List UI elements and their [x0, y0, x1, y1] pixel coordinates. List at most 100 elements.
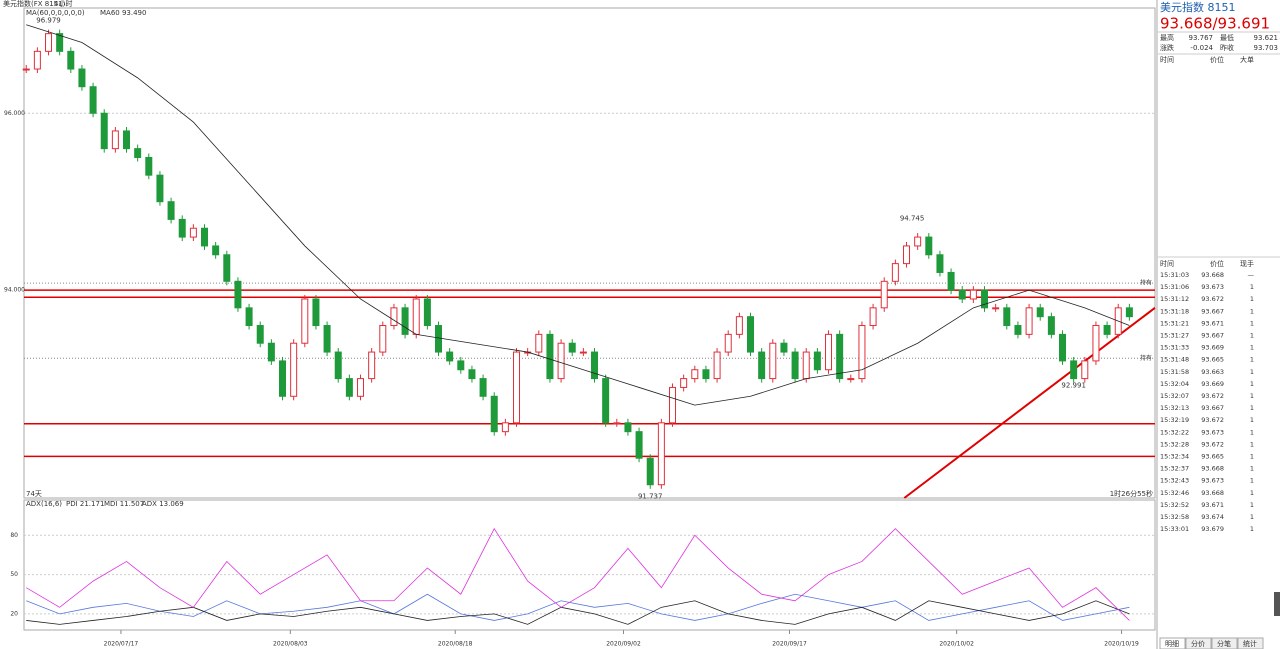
quote-cell: 涨跌	[1160, 43, 1174, 52]
tab-label[interactable]: 明细	[1165, 639, 1179, 648]
tick-cell: 1	[1250, 392, 1254, 400]
tick-cell: 93.665	[1201, 453, 1224, 461]
candle	[613, 422, 621, 425]
candle	[412, 298, 420, 335]
candle	[501, 422, 509, 433]
tick-cell: 93.663	[1201, 368, 1224, 376]
candle	[1025, 307, 1033, 335]
tick-cell: 93.668	[1201, 489, 1224, 497]
candle	[201, 227, 209, 247]
tick-cell: 1	[1250, 356, 1254, 364]
candle	[45, 33, 53, 52]
candle	[89, 86, 97, 114]
table-header: 价位	[1210, 55, 1224, 64]
tick-cell: 15:31:21	[1160, 319, 1189, 327]
candle	[1092, 325, 1100, 362]
candle	[301, 298, 309, 344]
tab-label[interactable]: 统计	[1243, 639, 1257, 648]
candle	[189, 227, 197, 238]
candle	[78, 68, 86, 88]
candle	[791, 351, 799, 380]
tab-label[interactable]: 分笔	[1217, 639, 1231, 648]
quote-cell: -0.024	[1190, 44, 1213, 52]
candle	[535, 333, 543, 353]
tick-cell: 15:31:03	[1160, 271, 1189, 279]
candle	[267, 342, 275, 362]
legend-entry: PDI 21.171	[66, 500, 104, 508]
tick-cell: 1	[1250, 404, 1254, 412]
tick-cell: 15:31:48	[1160, 356, 1189, 364]
candle	[357, 378, 365, 397]
candle	[379, 325, 387, 353]
candle	[836, 333, 844, 380]
candle	[981, 289, 989, 309]
candle	[747, 316, 755, 353]
tick-cell: 1	[1250, 428, 1254, 436]
tick-cell: 15:31:58	[1160, 368, 1189, 376]
tick-cell: 1	[1250, 332, 1254, 340]
tick-cell: 1	[1250, 368, 1254, 376]
candle	[1070, 360, 1078, 380]
quote-title: 美元指数 8151	[1160, 0, 1236, 14]
y-tick-label: 80	[10, 532, 18, 539]
candle	[869, 307, 877, 327]
candle	[903, 245, 911, 265]
tab[interactable]	[1185, 637, 1212, 649]
tick-cell: 93.667	[1201, 404, 1224, 412]
x-tick-label: 2020/09/02	[606, 641, 641, 648]
candle	[657, 422, 665, 486]
tick-cell: 15:32:46	[1160, 489, 1189, 497]
tick-cell: 93.673	[1201, 428, 1224, 436]
line-label: 持有	[1140, 354, 1152, 362]
tick-cell: 15:32:43	[1160, 477, 1189, 485]
tab[interactable]	[1159, 637, 1186, 649]
tick-cell: 15:32:22	[1160, 428, 1189, 436]
tick-cell: 93.671	[1201, 319, 1224, 327]
candle	[702, 369, 710, 380]
candle	[602, 378, 610, 424]
candle	[802, 351, 810, 380]
indicator-line	[26, 593, 1130, 621]
candle	[858, 325, 866, 380]
quote-cell: 最高	[1160, 33, 1174, 42]
candle	[758, 351, 766, 380]
tick-cell: 1	[1250, 440, 1254, 448]
quote-price: 93.668/93.691	[1160, 15, 1270, 33]
period[interactable]: 4小时	[54, 0, 72, 8]
tick-cell: 1	[1250, 501, 1254, 509]
tick-cell: 93.669	[1201, 344, 1224, 352]
tick-cell: 93.667	[1201, 307, 1224, 315]
table-header: 价位	[1210, 259, 1224, 268]
y-tick-label: 50	[10, 571, 18, 578]
candle	[67, 50, 75, 70]
candle	[947, 271, 955, 291]
tick-cell: 1	[1250, 477, 1254, 485]
candle	[925, 236, 933, 256]
tick-cell: 93.673	[1201, 477, 1224, 485]
candle	[390, 307, 398, 327]
tick-cell: —	[1248, 271, 1255, 279]
candle	[969, 289, 977, 300]
indicator-line	[26, 527, 1130, 621]
candle	[936, 254, 944, 273]
tick-cell: 93.668	[1201, 271, 1224, 279]
candle	[490, 395, 498, 433]
tab-label[interactable]: 分价	[1191, 639, 1205, 648]
candle	[178, 218, 186, 238]
tick-cell: 15:31:06	[1160, 283, 1189, 291]
tab[interactable]	[1211, 637, 1238, 649]
price-annotation: 92.991	[1061, 381, 1086, 389]
tick-cell: 1	[1250, 344, 1254, 352]
candle	[290, 342, 298, 397]
tick-cell: 93.668	[1201, 465, 1224, 473]
tick-cell: 1	[1250, 380, 1254, 388]
candle	[468, 369, 476, 380]
scrollbar[interactable]	[1274, 592, 1280, 616]
tab[interactable]	[1237, 637, 1264, 649]
symbol[interactable]: 美元指数(FX 8151)	[3, 0, 66, 8]
candle	[780, 342, 788, 353]
indicator-title: ADX(16,6)	[26, 500, 62, 508]
candle	[223, 254, 231, 282]
